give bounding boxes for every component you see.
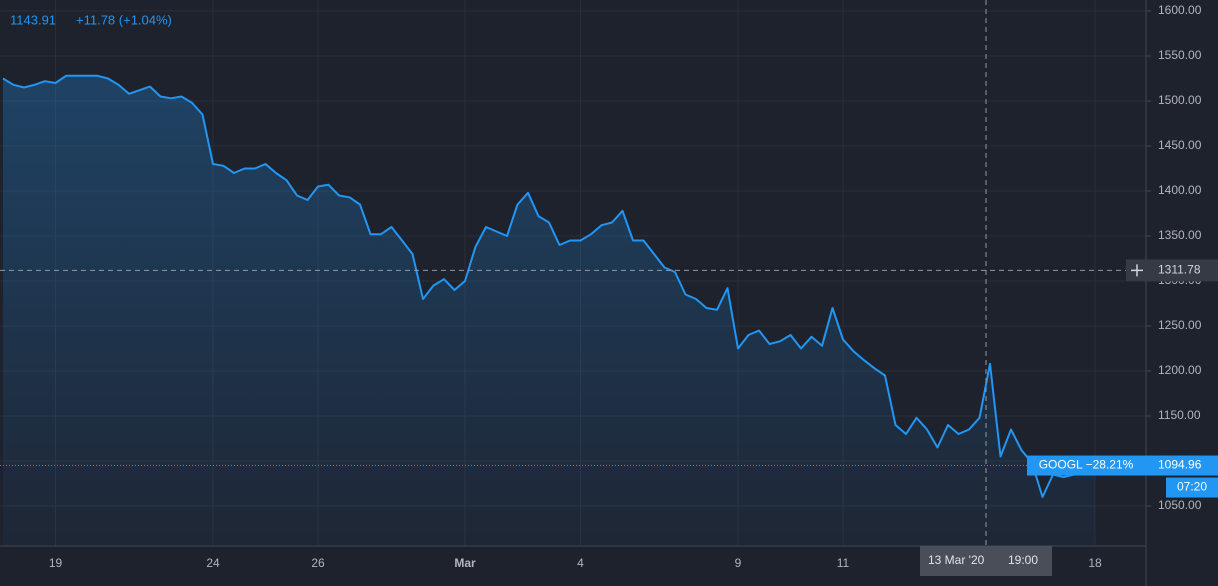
y-tick-label: 1400.00 [1158,183,1202,197]
y-tick-label: 1500.00 [1158,93,1202,107]
symbol-label: GOOGL −28.21% [1039,458,1134,472]
y-tick-label: 1050.00 [1158,498,1202,512]
y-tick-label: 1450.00 [1158,138,1202,152]
crosshair-price-tag [1126,259,1218,282]
symbol-tag [1027,455,1146,476]
header-price: 1143.91 [10,12,56,27]
y-tick-label: 1550.00 [1158,48,1202,62]
x-tick-label: 24 [206,556,220,570]
last-time-label: 07:20 [1177,480,1207,494]
crosshair-date-label: 13 Mar '20 [928,553,985,567]
price-line [2,74,1096,498]
last-price-label: 1094.96 [1158,458,1202,472]
area-fill [3,75,1095,547]
crosshair-icon [1131,264,1143,277]
y-tick-label: 1600.00 [1158,3,1202,17]
crosshair-time-label: 19:00 [1008,553,1038,567]
header-change: +11.78 (+1.04%) [76,12,172,27]
x-tick-label: 19 [49,556,63,570]
time-tag [1166,477,1218,498]
y-tick-label: 1200.00 [1158,363,1202,377]
y-tick-label: 1150.00 [1158,408,1201,422]
price-tag [1146,455,1218,476]
x-tick-label: 9 [735,556,742,570]
x-tick-label: 4 [577,556,584,570]
x-tick-label: 26 [311,556,325,570]
x-tick-label: 18 [1088,556,1102,570]
y-tick-label: 1250.00 [1158,318,1202,332]
y-tick-label: 1350.00 [1158,228,1202,242]
x-tick-label: Mar [454,556,476,570]
x-tick-label: 11 [837,556,850,570]
crosshair-date-tag [920,546,1052,576]
crosshair-price-label: 1311.78 [1158,263,1201,277]
